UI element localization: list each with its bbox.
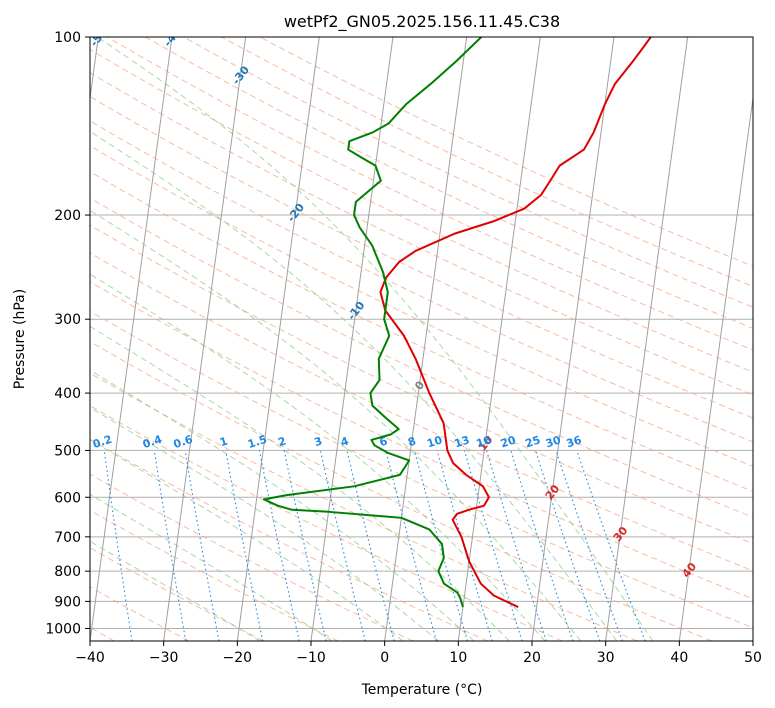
mixing-ratio-label: 2 xyxy=(276,435,287,450)
dry-adiabat xyxy=(145,37,753,329)
dry-adiabat xyxy=(90,310,753,629)
x-tick-label: 50 xyxy=(744,650,762,666)
mixing-ratio-label: 36 xyxy=(565,433,584,450)
isotherm xyxy=(163,37,247,641)
dry-adiabat xyxy=(221,37,753,288)
dewpoint-profile xyxy=(262,37,483,608)
y-axis-title: Pressure (hPa) xyxy=(12,289,28,389)
dry-adiabat xyxy=(90,224,753,545)
y-tick-label: 300 xyxy=(54,312,81,328)
x-axis-title: Temperature (°C) xyxy=(361,682,483,698)
dry-adiabat xyxy=(90,72,753,396)
mixing-ratio-label: 4 xyxy=(339,434,351,449)
isotherm xyxy=(90,37,173,641)
mixing-ratio-line xyxy=(463,450,523,641)
background-lines xyxy=(90,37,753,641)
mixing-ratio-label: 1 xyxy=(218,435,229,450)
mixing-ratio-label: 6 xyxy=(378,434,390,449)
y-tick-label: 600 xyxy=(54,490,81,506)
x-tick-label: 0 xyxy=(380,650,389,666)
isotherm xyxy=(531,37,615,641)
dry-adiabat xyxy=(90,372,638,641)
mixing-ratio-label: 10 xyxy=(425,433,444,450)
x-tick-label: 30 xyxy=(597,650,615,666)
mixing-ratio-label: 0.4 xyxy=(141,433,164,451)
mixing-ratio-label: 3 xyxy=(313,435,324,450)
mixing-ratio-label: 0.6 xyxy=(172,433,195,451)
isotherm xyxy=(310,37,394,641)
y-tick-label: 900 xyxy=(54,594,81,610)
chart-title: wetPf2_GN05.2025.156.11.45.C38 xyxy=(284,12,560,32)
x-tick-label: −40 xyxy=(75,650,105,666)
mixing-ratio-line xyxy=(103,450,133,641)
moist-adiabat xyxy=(90,369,475,641)
mixing-ratio-label: 30 xyxy=(544,433,563,450)
mixing-ratio-line xyxy=(510,450,574,641)
x-tick-label: 40 xyxy=(670,650,688,666)
moist-adiabat xyxy=(90,540,261,641)
isotherm xyxy=(236,37,320,641)
y-tick-label: 700 xyxy=(54,530,81,546)
mixing-ratio-label: 20 xyxy=(499,433,518,450)
mixing-ratio-label: 13 xyxy=(453,433,472,450)
x-axis: −40 −30 −20 −10 0 10 20 30 40 50 xyxy=(75,641,762,666)
mixing-ratio-label: 0.2 xyxy=(91,433,114,451)
y-tick-label: 1000 xyxy=(45,621,81,637)
moist-adiabat xyxy=(96,37,654,641)
dry-adiabat xyxy=(90,197,753,518)
y-tick-label: 500 xyxy=(54,443,81,459)
isotherm xyxy=(678,94,753,641)
moist-adiabat xyxy=(90,439,404,641)
mixing-ratio-label: 1.5 xyxy=(246,433,269,451)
profile-lines xyxy=(262,37,652,608)
mixing-ratio-line xyxy=(413,450,469,641)
x-tick-label: −10 xyxy=(296,650,326,666)
x-tick-label: 10 xyxy=(449,650,467,666)
moist-adiabat xyxy=(90,209,582,641)
dry-adiabat xyxy=(90,95,753,419)
y-axis: 100 200 300 400 500 600 700 800 900 1000 xyxy=(45,30,90,637)
mixing-ratio-label: 16 xyxy=(475,433,494,450)
y-tick-label: 200 xyxy=(54,208,81,224)
isotherm xyxy=(384,37,468,641)
dry-adiabat xyxy=(90,171,753,492)
isotherm xyxy=(605,37,689,641)
x-tick-label: −20 xyxy=(223,650,253,666)
mixing-ratio-line xyxy=(436,450,493,641)
dry-adiabat xyxy=(90,438,488,641)
dry-adiabat xyxy=(90,547,264,641)
moist-adiabat xyxy=(90,325,510,641)
isotherm xyxy=(457,37,541,641)
y-tick-label: 400 xyxy=(54,386,81,402)
mixing-ratio-label: 8 xyxy=(406,435,417,450)
mixing-ratio-line xyxy=(486,450,547,641)
dry-adiabat xyxy=(106,37,753,351)
plot-area xyxy=(90,37,753,641)
mixing-ratio-line xyxy=(184,450,220,641)
dry-adiabat xyxy=(90,509,339,641)
plot-frame xyxy=(89,36,754,642)
temperature-profile xyxy=(379,37,652,608)
moist-adiabat xyxy=(90,273,546,641)
dry-adiabat xyxy=(90,341,712,641)
mixing-ratio-line xyxy=(225,450,264,641)
y-tick-label: 100 xyxy=(54,30,81,46)
mixing-ratio-line xyxy=(153,450,187,641)
mixing-ratio-label: 25 xyxy=(523,433,542,450)
x-tick-label: 20 xyxy=(523,650,541,666)
dry-adiabat xyxy=(90,281,753,600)
dry-adiabat xyxy=(90,405,563,641)
x-tick-label: −30 xyxy=(149,650,179,666)
y-tick-label: 800 xyxy=(54,564,81,580)
